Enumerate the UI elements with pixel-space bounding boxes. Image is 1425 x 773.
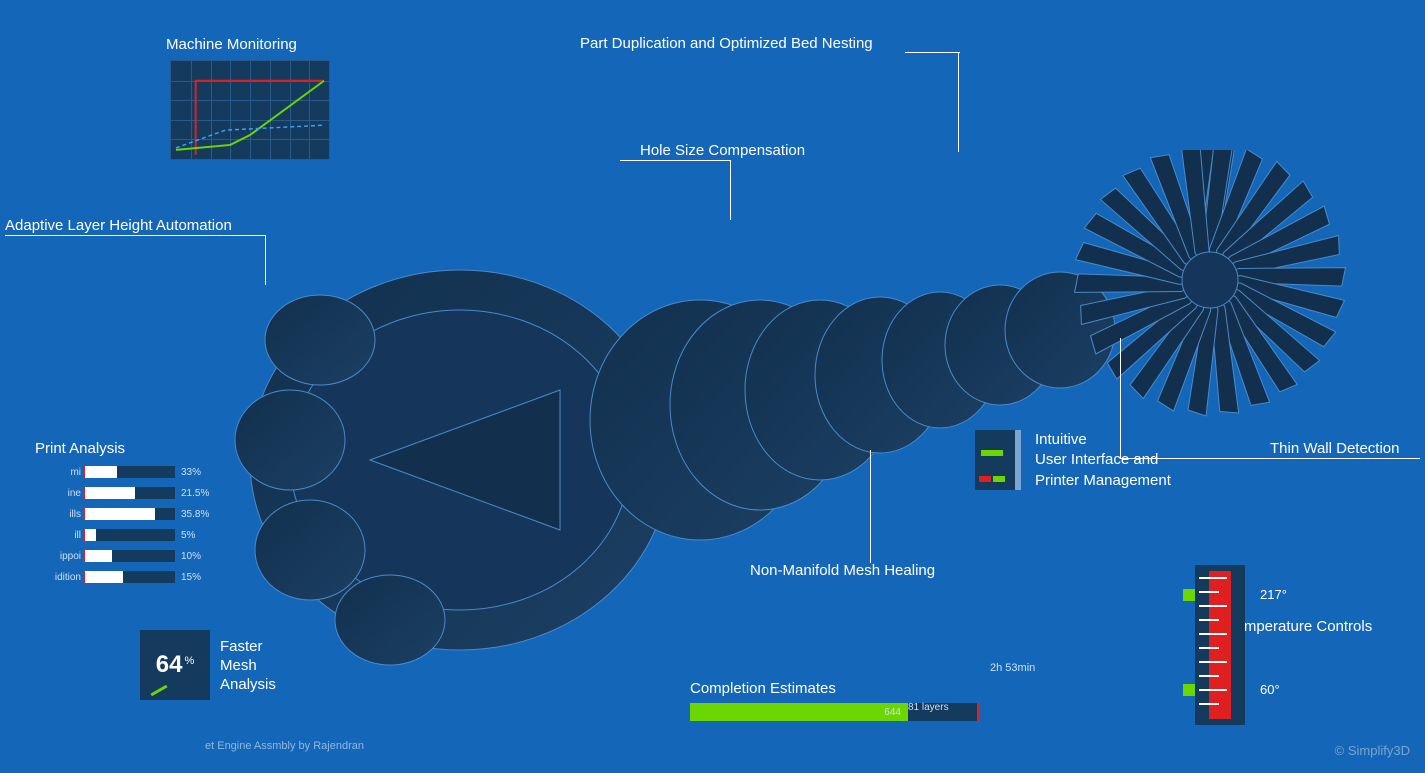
iu-l2: User Interface and	[1035, 450, 1171, 470]
machine-monitoring-chart	[170, 60, 330, 160]
pa-row-bar	[85, 529, 175, 541]
pct-tick-icon	[150, 685, 167, 697]
leader-nonmanifold-h	[870, 562, 871, 563]
intuitive-ui-text: Intuitive User Interface and Printer Man…	[1035, 430, 1171, 491]
leader-hole-size-h	[620, 160, 730, 161]
completion-total-layers: 81 layers	[908, 702, 949, 713]
pa-row-value: 15%	[181, 572, 201, 583]
label-adaptive-layer: Adaptive Layer Height Automation	[5, 217, 232, 234]
label-part-duplication: Part Duplication and Optimized Bed Nesti…	[580, 35, 873, 52]
fma-l2: Mesh	[220, 657, 276, 676]
print-analysis-title: Print Analysis	[35, 440, 235, 457]
completion-end-marker	[977, 703, 980, 721]
completion-fill	[690, 703, 908, 721]
print-analysis-row: idition 15%	[35, 568, 235, 586]
pa-row-label: ippoi	[35, 551, 85, 562]
pa-row-value: 5%	[181, 530, 195, 541]
pa-row-value: 21.5%	[181, 488, 209, 499]
leader-partdup-h	[905, 52, 960, 53]
completion-estimates: Completion Estimates 644 2h 53min 81 lay…	[690, 680, 980, 721]
pct-symbol: %	[184, 655, 194, 667]
temperature-handle-low[interactable]	[1183, 684, 1195, 696]
pct-box: 64 %	[140, 630, 210, 700]
pa-row-label: mi	[35, 467, 85, 478]
print-analysis-row: ills 35.8%	[35, 505, 235, 523]
pa-row-bar	[85, 550, 175, 562]
pa-row-bar	[85, 466, 175, 478]
pa-row-label: ine	[35, 488, 85, 499]
engine-wireframe	[200, 150, 1350, 710]
leader-adaptive-v	[265, 235, 266, 285]
pa-row-bar	[85, 508, 175, 520]
completion-time: 2h 53min	[990, 662, 1035, 674]
completion-current-layer: 644	[884, 707, 901, 718]
label-machine-monitoring: Machine Monitoring	[166, 36, 297, 53]
print-analysis-row: mi 33%	[35, 463, 235, 481]
label-non-manifold: Non-Manifold Mesh Healing	[750, 562, 935, 579]
pa-row-label: ills	[35, 509, 85, 520]
leader-nonmanifold-v	[870, 450, 871, 562]
pct-value: 64	[156, 651, 183, 679]
fma-l3: Analysis	[220, 676, 276, 695]
pa-row-value: 33%	[181, 467, 201, 478]
mm-lines	[171, 61, 329, 160]
watermark: © Simplify3D	[1335, 743, 1410, 758]
print-analysis: Print Analysis mi33%ine21.5%ills35.8%ill…	[35, 440, 235, 589]
temperature-low-value: 60°	[1260, 682, 1280, 697]
print-analysis-row: ine 21.5%	[35, 484, 235, 502]
pa-row-bar	[85, 487, 175, 499]
pa-row-label: ill	[35, 530, 85, 541]
leader-hole-size-v	[730, 160, 731, 220]
temperature-controls[interactable]	[1185, 565, 1255, 725]
temperature-handle-high[interactable]	[1183, 589, 1195, 601]
iu-l1: Intuitive	[1035, 430, 1171, 450]
completion-title: Completion Estimates	[690, 680, 980, 697]
leader-adaptive-h	[5, 235, 265, 236]
label-hole-size: Hole Size Compensation	[640, 142, 805, 159]
leader-partdup-v	[958, 52, 959, 152]
intuitive-ui-widget	[975, 430, 1015, 490]
iu-l3: Printer Management	[1035, 471, 1171, 491]
pa-row-label: idition	[35, 572, 85, 583]
pa-row-value: 10%	[181, 551, 201, 562]
label-thin-wall: Thin Wall Detection	[1270, 440, 1400, 457]
print-analysis-row: ippoi 10%	[35, 547, 235, 565]
temperature-high-value: 217°	[1260, 587, 1287, 602]
fma-l1: Faster	[220, 638, 276, 657]
faster-mesh-analysis: Faster Mesh Analysis	[220, 638, 276, 694]
pa-row-value: 35.8%	[181, 509, 209, 520]
model-credit: et Engine Assmbly by Rajendran	[205, 740, 364, 752]
print-analysis-row: ill 5%	[35, 526, 235, 544]
pa-row-bar	[85, 571, 175, 583]
